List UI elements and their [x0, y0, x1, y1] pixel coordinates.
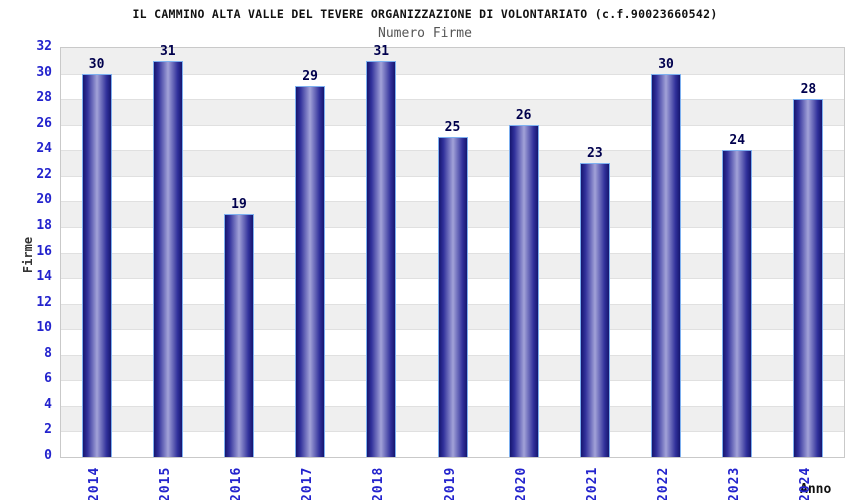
x-axis-title: Anno	[800, 482, 832, 497]
bar-value-label: 30	[658, 56, 674, 72]
plot-area: 30 31 19 29 31 25 26 23 30 24 28	[60, 43, 845, 458]
y-tick-label: 6	[44, 371, 52, 387]
y-tick-label: 20	[36, 192, 52, 208]
x-tick-label: 2018	[371, 466, 387, 500]
bar	[793, 99, 824, 457]
x-tick-label: 2024	[798, 466, 814, 500]
y-tick-label: 30	[36, 64, 52, 80]
bar	[152, 60, 183, 457]
y-tick-label: 32	[36, 39, 52, 54]
bar-value-label: 23	[587, 146, 603, 162]
plot-stripe-band	[61, 48, 844, 74]
bar-value-label: 31	[159, 43, 176, 59]
bar-value-label: 30	[88, 56, 105, 72]
bar-value-label: 26	[515, 107, 532, 123]
x-tick-label: 2015	[157, 466, 173, 500]
x-tick-label: 2016	[228, 466, 244, 500]
x-tick-label: 2022	[656, 466, 672, 500]
plot-stripe-band	[61, 73, 844, 100]
plot-stripe-band	[61, 99, 844, 125]
bar-value-label: 24	[729, 133, 746, 149]
x-tick-label: 2023	[727, 466, 743, 500]
x-tick-label: 2017	[300, 466, 316, 500]
y-tick-label: 0	[44, 448, 52, 463]
gridline	[61, 124, 844, 126]
bar-value-label: 31	[373, 43, 390, 59]
bar	[579, 163, 610, 457]
bar	[508, 124, 539, 457]
y-tick-label: 2	[44, 422, 52, 438]
bar-value-label: 28	[800, 82, 817, 98]
y-tick-label: 18	[36, 217, 52, 233]
bar	[81, 73, 112, 457]
bar-value-label: 25	[444, 120, 461, 136]
bar	[651, 73, 682, 457]
y-tick-label: 4	[44, 396, 52, 412]
y-tick-label: 16	[36, 243, 52, 259]
y-tick-label: 10	[36, 320, 52, 336]
y-tick-label: 26	[36, 115, 52, 131]
x-tick-label: 2021	[584, 466, 600, 500]
x-tick-label: 2014	[86, 466, 102, 500]
gridline	[61, 73, 844, 75]
y-tick-label: 22	[36, 166, 52, 182]
y-tick-label: 14	[36, 269, 52, 285]
y-tick-label: 24	[36, 141, 52, 157]
bar	[722, 150, 753, 457]
y-tick-label: 8	[44, 345, 52, 361]
bar-value-label: 19	[231, 197, 247, 213]
bar	[437, 137, 468, 457]
chart-subtitle: Numero Firme	[378, 26, 472, 41]
gridline	[61, 99, 844, 101]
x-tick-label: 2020	[513, 466, 529, 500]
y-tick-label: 28	[36, 90, 52, 106]
bar	[366, 60, 397, 457]
x-tick-label: 2019	[442, 466, 458, 500]
chart-title: IL CAMMINO ALTA VALLE DEL TEVERE ORGANIZ…	[132, 7, 718, 21]
bar-value-label: 29	[302, 69, 318, 85]
bar	[223, 214, 254, 457]
y-tick-label: 12	[36, 294, 52, 310]
bar	[295, 86, 326, 457]
